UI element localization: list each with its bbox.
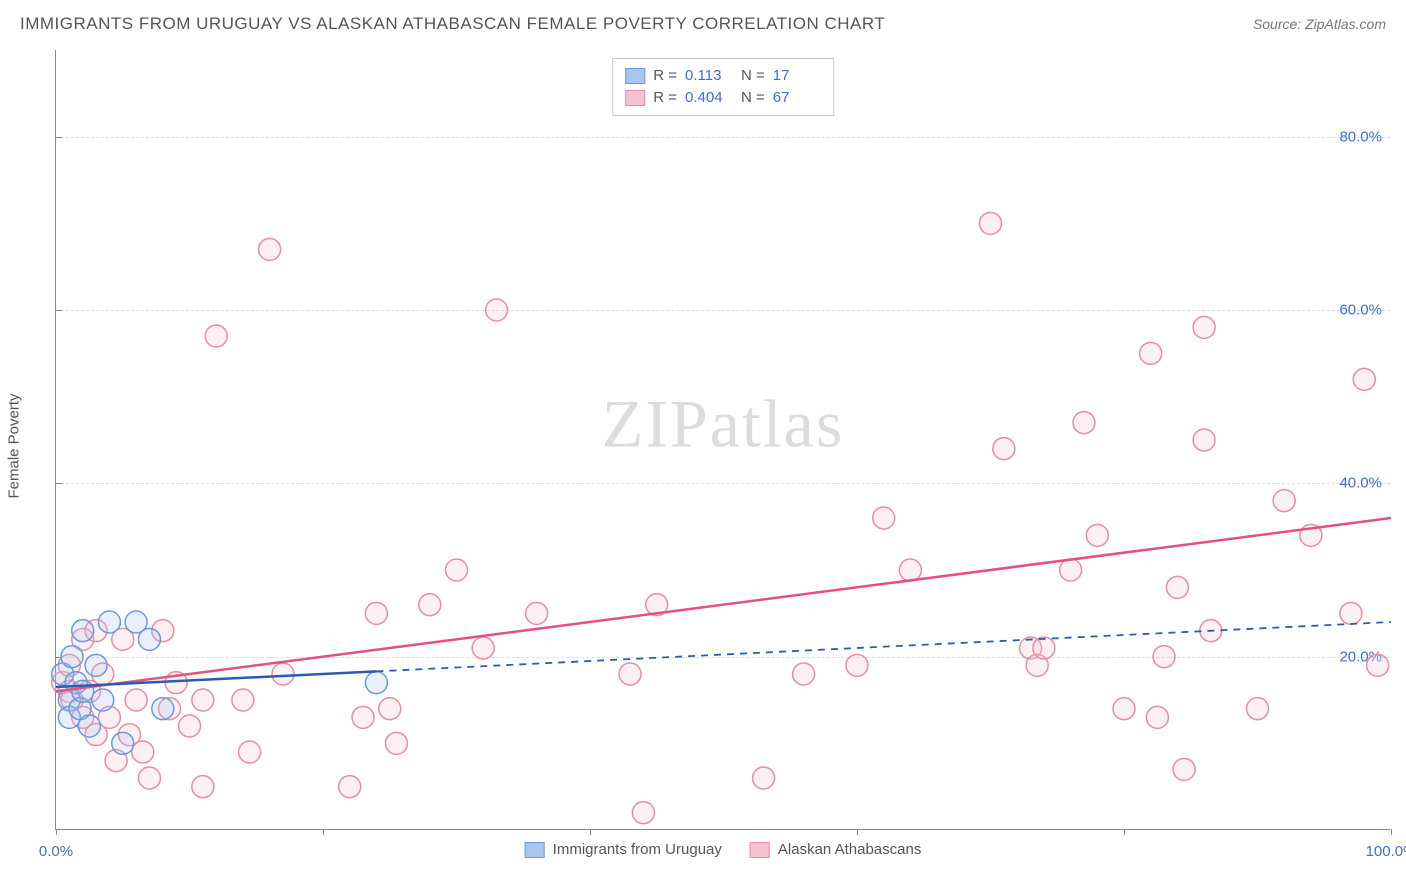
scatter-point: [526, 602, 548, 624]
scatter-point: [132, 741, 154, 763]
x-tick: [857, 829, 858, 835]
scatter-point: [1353, 368, 1375, 390]
scatter-point: [1140, 342, 1162, 364]
scatter-point: [1193, 429, 1215, 451]
scatter-point: [632, 802, 654, 824]
scatter-point: [72, 620, 94, 642]
scatter-point: [192, 776, 214, 798]
scatter-point: [1273, 490, 1295, 512]
swatch-athabascan-icon: [750, 842, 770, 858]
n-value-athabascan: 67: [773, 87, 821, 109]
scatter-point: [85, 654, 107, 676]
scatter-point: [232, 689, 254, 711]
trend-line-solid: [56, 518, 1391, 691]
scatter-point: [846, 654, 868, 676]
scatter-point: [192, 689, 214, 711]
scatter-point: [1153, 646, 1175, 668]
series-legend: Immigrants from Uruguay Alaskan Athabasc…: [525, 841, 922, 858]
scatter-point: [61, 646, 83, 668]
swatch-uruguay-icon: [525, 842, 545, 858]
scatter-point: [1166, 576, 1188, 598]
scatter-point: [152, 698, 174, 720]
n-label: N =: [741, 87, 765, 109]
scatter-point: [1173, 758, 1195, 780]
scatter-point: [753, 767, 775, 789]
scatter-point: [1086, 524, 1108, 546]
scatter-point: [125, 689, 147, 711]
scatter-point: [365, 672, 387, 694]
legend-row-uruguay: R = 0.113 N = 17: [625, 65, 821, 87]
scatter-point: [98, 611, 120, 633]
scatter-point: [138, 767, 160, 789]
r-value-uruguay: 0.113: [685, 65, 733, 87]
scatter-point: [239, 741, 261, 763]
x-tick: [1124, 829, 1125, 835]
scatter-point: [1340, 602, 1362, 624]
swatch-uruguay-icon: [625, 68, 645, 84]
legend-item-uruguay: Immigrants from Uruguay: [525, 841, 722, 858]
scatter-point: [899, 559, 921, 581]
scatter-point: [1193, 316, 1215, 338]
x-tick: [323, 829, 324, 835]
x-tick: [590, 829, 591, 835]
scatter-point: [272, 663, 294, 685]
scatter-point: [993, 438, 1015, 460]
legend-label-athabascan: Alaskan Athabascans: [778, 841, 921, 858]
scatter-point: [1113, 698, 1135, 720]
scatter-point: [619, 663, 641, 685]
r-label: R =: [653, 87, 677, 109]
scatter-point: [138, 628, 160, 650]
scatter-point: [486, 299, 508, 321]
scatter-point: [179, 715, 201, 737]
scatter-point: [259, 238, 281, 260]
source-label: Source: ZipAtlas.com: [1253, 16, 1386, 32]
chart-title: IMMIGRANTS FROM URUGUAY VS ALASKAN ATHAB…: [20, 14, 885, 34]
legend-label-uruguay: Immigrants from Uruguay: [553, 841, 722, 858]
legend-item-athabascan: Alaskan Athabascans: [750, 841, 921, 858]
scatter-point: [112, 732, 134, 754]
scatter-point: [1060, 559, 1082, 581]
scatter-point: [980, 212, 1002, 234]
scatter-point: [92, 689, 114, 711]
scatter-point: [793, 663, 815, 685]
scatter-point: [419, 594, 441, 616]
n-value-uruguay: 17: [773, 65, 821, 87]
swatch-athabascan-icon: [625, 90, 645, 106]
scatter-point: [385, 732, 407, 754]
x-tick-label: 100.0%: [1366, 843, 1406, 860]
scatter-point: [1073, 412, 1095, 434]
scatter-point: [1247, 698, 1269, 720]
scatter-point: [72, 680, 94, 702]
x-tick: [56, 829, 57, 835]
scatter-point: [873, 507, 895, 529]
r-label: R =: [653, 65, 677, 87]
r-value-athabascan: 0.404: [685, 87, 733, 109]
scatter-point: [339, 776, 361, 798]
scatter-point: [78, 715, 100, 737]
correlation-legend: R = 0.113 N = 17 R = 0.404 N = 67: [612, 58, 834, 116]
scatter-point: [352, 706, 374, 728]
scatter-point: [1146, 706, 1168, 728]
scatter-point: [1367, 654, 1389, 676]
scatter-point: [446, 559, 468, 581]
scatter-point: [1033, 637, 1055, 659]
scatter-point: [365, 602, 387, 624]
scatter-point: [472, 637, 494, 659]
legend-row-athabascan: R = 0.404 N = 67: [625, 87, 821, 109]
n-label: N =: [741, 65, 765, 87]
scatter-svg: [56, 50, 1390, 829]
scatter-point: [379, 698, 401, 720]
chart-plot-area: ZIPatlas 20.0%40.0%60.0%80.0% 0.0%100.0%…: [55, 50, 1390, 830]
x-tick: [1391, 829, 1392, 835]
y-axis-label: Female Poverty: [6, 393, 23, 498]
scatter-point: [205, 325, 227, 347]
x-tick-label: 0.0%: [39, 843, 73, 860]
